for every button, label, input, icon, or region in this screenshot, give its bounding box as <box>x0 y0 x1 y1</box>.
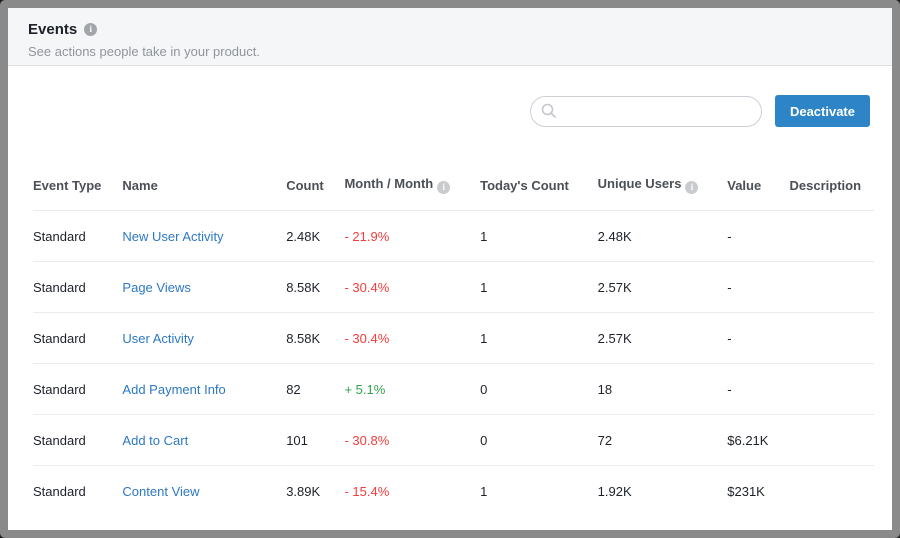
event-type-cell: Standard <box>33 312 123 364</box>
column-header-count[interactable]: Count <box>286 148 345 211</box>
column-header-todays-count[interactable]: Today's Count <box>480 148 598 211</box>
page-title: Events <box>28 21 78 38</box>
event-name-cell: User Activity <box>122 312 287 364</box>
count-cell: 101 <box>286 414 345 466</box>
month-over-month-cell: + 5.1% <box>344 363 481 415</box>
todays-count-cell: 1 <box>480 312 598 364</box>
count-cell: 8.58K <box>286 312 345 364</box>
month-month-info-icon[interactable]: i <box>437 181 451 194</box>
event-name-cell: Page Views <box>122 261 287 313</box>
unique-users-cell: 18 <box>597 363 728 415</box>
unique-users-cell: 1.92K <box>597 484 632 499</box>
table-row: Standard Add Payment Info 82 + 5.1% 0 18… <box>33 363 874 415</box>
description-cell <box>789 312 874 364</box>
event-type-cell: Standard <box>33 261 123 313</box>
value-cell: - <box>727 210 790 262</box>
unique-users-cell: 2.57K <box>597 261 728 313</box>
value-cell: - <box>727 261 790 313</box>
value-cell: $231K <box>727 484 765 499</box>
count-cell: 82 <box>286 363 345 415</box>
event-name-link[interactable]: Add to Cart <box>122 433 189 448</box>
todays-count-cell: 0 <box>480 363 598 415</box>
table-row: Standard Content View 3.89K - 15.4% 1 1.… <box>33 466 874 517</box>
events-table-container: Event Type Name Count Month / Month i Tod… <box>8 128 892 516</box>
event-type-cell: Standard <box>33 414 123 466</box>
column-header-name[interactable]: Name <box>122 148 287 211</box>
column-header-month-month[interactable]: Month / Month i <box>344 148 481 211</box>
event-name-cell: Add Payment Info <box>122 363 287 415</box>
events-info-icon[interactable]: i <box>84 23 98 36</box>
month-over-month-cell: - 30.4% <box>344 312 481 364</box>
unique-users-cell: 2.57K <box>597 312 728 364</box>
unique-users-cell: 2.48K <box>597 210 728 262</box>
table-row: Standard New User Activity 2.48K - 21.9%… <box>33 210 874 262</box>
event-name-link[interactable]: New User Activity <box>122 229 224 244</box>
event-type-cell: Standard <box>33 363 123 415</box>
event-name-cell: Add to Cart <box>122 414 287 466</box>
search-input[interactable] <box>563 103 751 119</box>
event-name-link[interactable]: Content View <box>122 484 200 499</box>
value-cell: - <box>727 312 790 364</box>
event-name-link[interactable]: Page Views <box>122 280 191 295</box>
todays-count-cell: 0 <box>480 414 598 466</box>
value-cell: - <box>727 363 790 415</box>
column-header-description[interactable]: Description <box>789 148 874 211</box>
unique-users-cell: 72 <box>597 414 728 466</box>
event-name-link[interactable]: Add Payment Info <box>122 382 226 397</box>
todays-count-cell: 1 <box>480 484 488 499</box>
event-name-cell: New User Activity <box>122 210 287 262</box>
count-cell: 8.58K <box>286 261 345 313</box>
event-name-cell: Content View <box>122 466 286 517</box>
panel-header: Events i See actions people take in your… <box>8 8 892 66</box>
search-icon <box>541 103 556 118</box>
table-header-row: Event Type Name Count Month / Month i Tod… <box>33 148 874 211</box>
toolbar: Deactivate <box>8 66 892 128</box>
description-cell <box>790 466 874 517</box>
month-over-month-cell: - 15.4% <box>344 484 390 499</box>
count-cell: 2.48K <box>286 210 345 262</box>
column-header-unique-users[interactable]: Unique Users i <box>597 148 728 211</box>
panel-subtitle: See actions people take in your product. <box>28 44 260 59</box>
table-row: Standard User Activity 8.58K - 30.4% 1 2… <box>33 312 874 364</box>
table-row: Standard Add to Cart 101 - 30.8% 0 72 $6… <box>33 414 874 466</box>
count-cell: 3.89K <box>286 484 321 499</box>
month-over-month-cell: - 30.4% <box>344 261 481 313</box>
todays-count-cell: 1 <box>480 210 598 262</box>
column-header-value[interactable]: Value <box>727 148 790 211</box>
table-row: Standard Page Views 8.58K - 30.4% 1 2.57… <box>33 261 874 313</box>
event-name-link[interactable]: User Activity <box>122 331 194 346</box>
description-cell <box>789 363 874 415</box>
value-cell: $6.21K <box>727 414 790 466</box>
column-header-event-type[interactable]: Event Type <box>33 148 123 211</box>
description-cell <box>789 210 874 262</box>
month-over-month-cell: - 30.8% <box>344 414 481 466</box>
search-box[interactable] <box>529 95 762 127</box>
description-cell <box>789 414 874 466</box>
unique-users-info-icon[interactable]: i <box>685 181 699 194</box>
todays-count-cell: 1 <box>480 261 598 313</box>
events-table: Event Type Name Count Month / Month i Tod… <box>33 148 874 516</box>
event-type-cell: Standard <box>33 210 123 262</box>
month-over-month-cell: - 21.9% <box>344 210 481 262</box>
event-type-cell: Standard <box>33 484 86 499</box>
deactivate-button[interactable]: Deactivate <box>774 95 870 127</box>
description-cell <box>789 261 874 313</box>
